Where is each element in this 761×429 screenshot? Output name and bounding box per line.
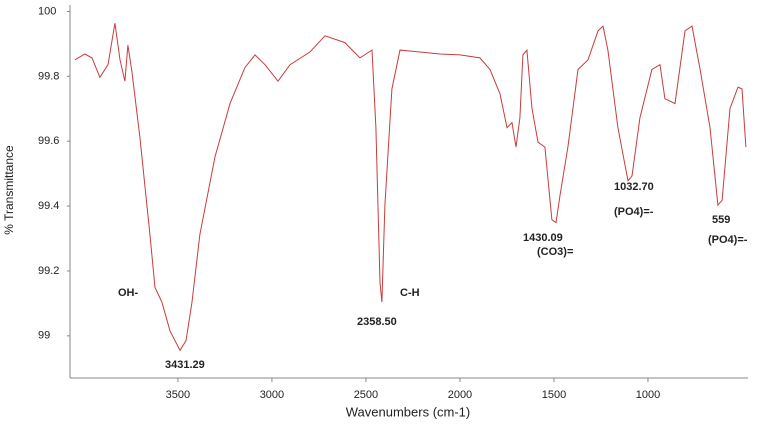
y-tick-label: 99 xyxy=(38,330,50,342)
annotation: (PO4)=- xyxy=(614,206,654,218)
annotation: (PO4)=- xyxy=(708,234,748,246)
x-axis-label: Wavenumbers (cm-1) xyxy=(346,404,470,419)
y-tick-label: 99.6 xyxy=(38,135,59,147)
annotation: 2358.50 xyxy=(357,316,397,328)
y-tick-label: 99.2 xyxy=(38,265,59,277)
x-tick-label: 2000 xyxy=(448,389,472,401)
y-tick-label: 99.4 xyxy=(38,200,59,212)
y-tick-label: 100 xyxy=(38,5,56,17)
spectrum-line xyxy=(74,23,747,352)
x-tick-label: 3500 xyxy=(166,389,190,401)
annotation: (CO3)= xyxy=(537,246,573,258)
annotation: 3431.29 xyxy=(165,359,205,371)
x-tick-label: 2500 xyxy=(354,389,378,401)
x-tick-label: 3000 xyxy=(260,389,284,401)
annotation: 1430.09 xyxy=(523,232,563,244)
annotation: 559 xyxy=(712,214,730,226)
annotation: OH- xyxy=(118,287,139,299)
y-axis-label: % Transmittance xyxy=(2,145,16,235)
annotation: 1032.70 xyxy=(614,181,654,193)
x-tick-label: 1000 xyxy=(636,389,660,401)
y-tick-label: 99.8 xyxy=(38,70,59,82)
x-tick-label: 1500 xyxy=(542,389,566,401)
annotation: C-H xyxy=(400,287,420,299)
